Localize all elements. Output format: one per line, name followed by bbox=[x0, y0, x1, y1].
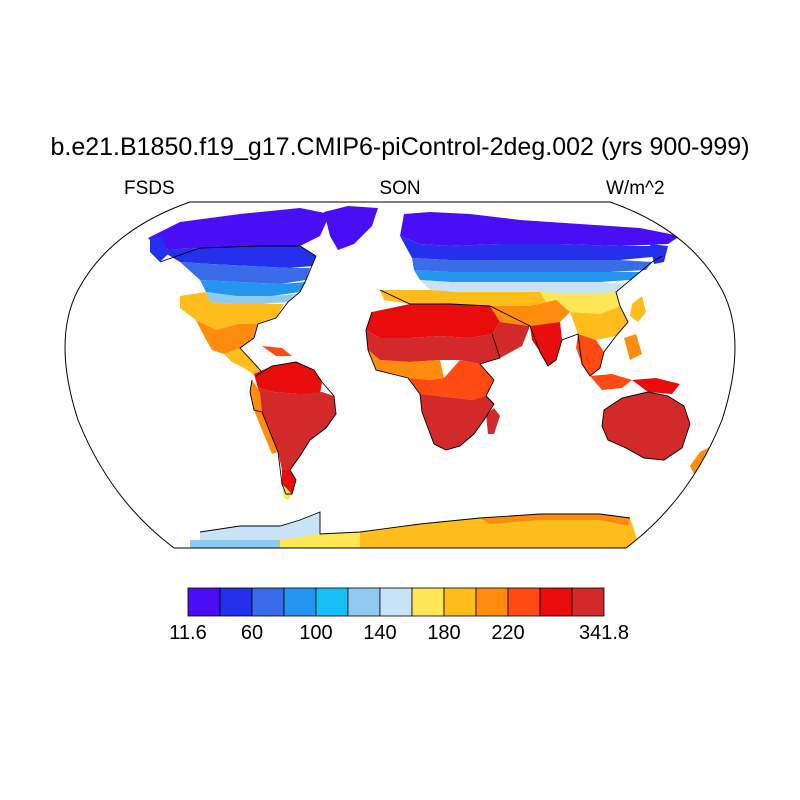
central-america bbox=[224, 348, 262, 376]
antarctica-west bbox=[190, 540, 280, 548]
na-cool bbox=[206, 292, 296, 304]
map-title: b.e21.B1850.f19_g17.CMIP6-piControl-2deg… bbox=[50, 133, 750, 161]
oceania bbox=[602, 392, 716, 474]
kamchatka bbox=[650, 244, 668, 264]
coastlines bbox=[159, 245, 691, 535]
africa-south bbox=[420, 394, 494, 450]
season-label: SON bbox=[379, 178, 421, 199]
colorbar-tick-label: 341.8 bbox=[578, 622, 630, 644]
colorbar-box bbox=[283, 587, 317, 617]
eurasia-high bbox=[400, 236, 662, 260]
na-coast bbox=[159, 245, 317, 377]
colorbar-tick-label: 180 bbox=[427, 622, 461, 644]
sa-coast bbox=[249, 361, 337, 495]
colorbar bbox=[187, 587, 605, 617]
antarctica-east-edge bbox=[480, 514, 630, 526]
sa-north bbox=[254, 362, 322, 394]
alaska-west bbox=[150, 236, 168, 262]
eurasia-arctic bbox=[400, 212, 680, 246]
antarctica-coast bbox=[199, 511, 631, 535]
colorbar-box bbox=[251, 587, 285, 617]
greenland bbox=[324, 206, 378, 250]
colorbar-box bbox=[187, 587, 221, 617]
units-label: W/m^2 bbox=[606, 178, 665, 199]
colorbar-tick-label: 60 bbox=[240, 622, 264, 644]
caribbean bbox=[262, 346, 292, 356]
africa-coast bbox=[365, 311, 501, 451]
colorbar-box bbox=[539, 587, 573, 617]
colorbar-tick-label: 220 bbox=[491, 622, 525, 644]
sahara-arabia bbox=[366, 322, 530, 364]
philippines bbox=[624, 334, 642, 360]
australia-coast bbox=[601, 391, 691, 461]
india bbox=[530, 322, 562, 366]
se-asia bbox=[576, 334, 680, 394]
indochina bbox=[576, 334, 604, 376]
land-field bbox=[148, 206, 716, 548]
eurasia-subarctic bbox=[412, 258, 652, 272]
colorbar-tick-label: 11.6 bbox=[169, 622, 207, 644]
globe-outline bbox=[64, 201, 736, 549]
antarctica-east bbox=[360, 514, 640, 548]
sa-core bbox=[258, 388, 336, 470]
eurasia-coast bbox=[379, 255, 663, 377]
eurasia-boreal bbox=[414, 270, 640, 282]
colorbar-box bbox=[571, 587, 605, 617]
colorbar-box bbox=[347, 587, 381, 617]
china-south bbox=[570, 306, 628, 340]
antarctica-central bbox=[280, 532, 360, 548]
antarctica bbox=[190, 512, 640, 548]
na-boreal bbox=[180, 262, 310, 284]
madagascar bbox=[486, 408, 500, 434]
colorbar-tick-label: 140 bbox=[363, 622, 397, 644]
indonesia-west bbox=[590, 374, 632, 390]
na-warm bbox=[180, 292, 284, 330]
na-boreal-south bbox=[200, 280, 306, 296]
australia bbox=[602, 392, 690, 460]
colorbar-tick-label: 100 bbox=[299, 622, 333, 644]
tibet-band bbox=[490, 300, 570, 326]
colorbar-box bbox=[379, 587, 413, 617]
colorbar-box bbox=[443, 587, 477, 617]
indonesia-east bbox=[632, 378, 680, 394]
na-arctic bbox=[148, 208, 330, 250]
colorbar-box bbox=[219, 587, 253, 617]
africa-mideast bbox=[366, 304, 562, 450]
north-africa bbox=[366, 304, 500, 338]
africa-central bbox=[408, 360, 494, 400]
na-subarctic bbox=[160, 246, 316, 268]
japan bbox=[630, 296, 646, 322]
sa-patagonia bbox=[282, 484, 292, 500]
north-america bbox=[148, 206, 378, 376]
colorbar-box bbox=[475, 587, 509, 617]
colorbar-box bbox=[315, 587, 349, 617]
variable-label: FSDS bbox=[124, 178, 175, 199]
colorbar-box bbox=[411, 587, 445, 617]
eurasia-cool bbox=[420, 280, 624, 294]
eurasia bbox=[380, 212, 680, 340]
europe-south bbox=[380, 290, 556, 306]
colorbar-box bbox=[507, 587, 541, 617]
na-south bbox=[196, 320, 258, 354]
